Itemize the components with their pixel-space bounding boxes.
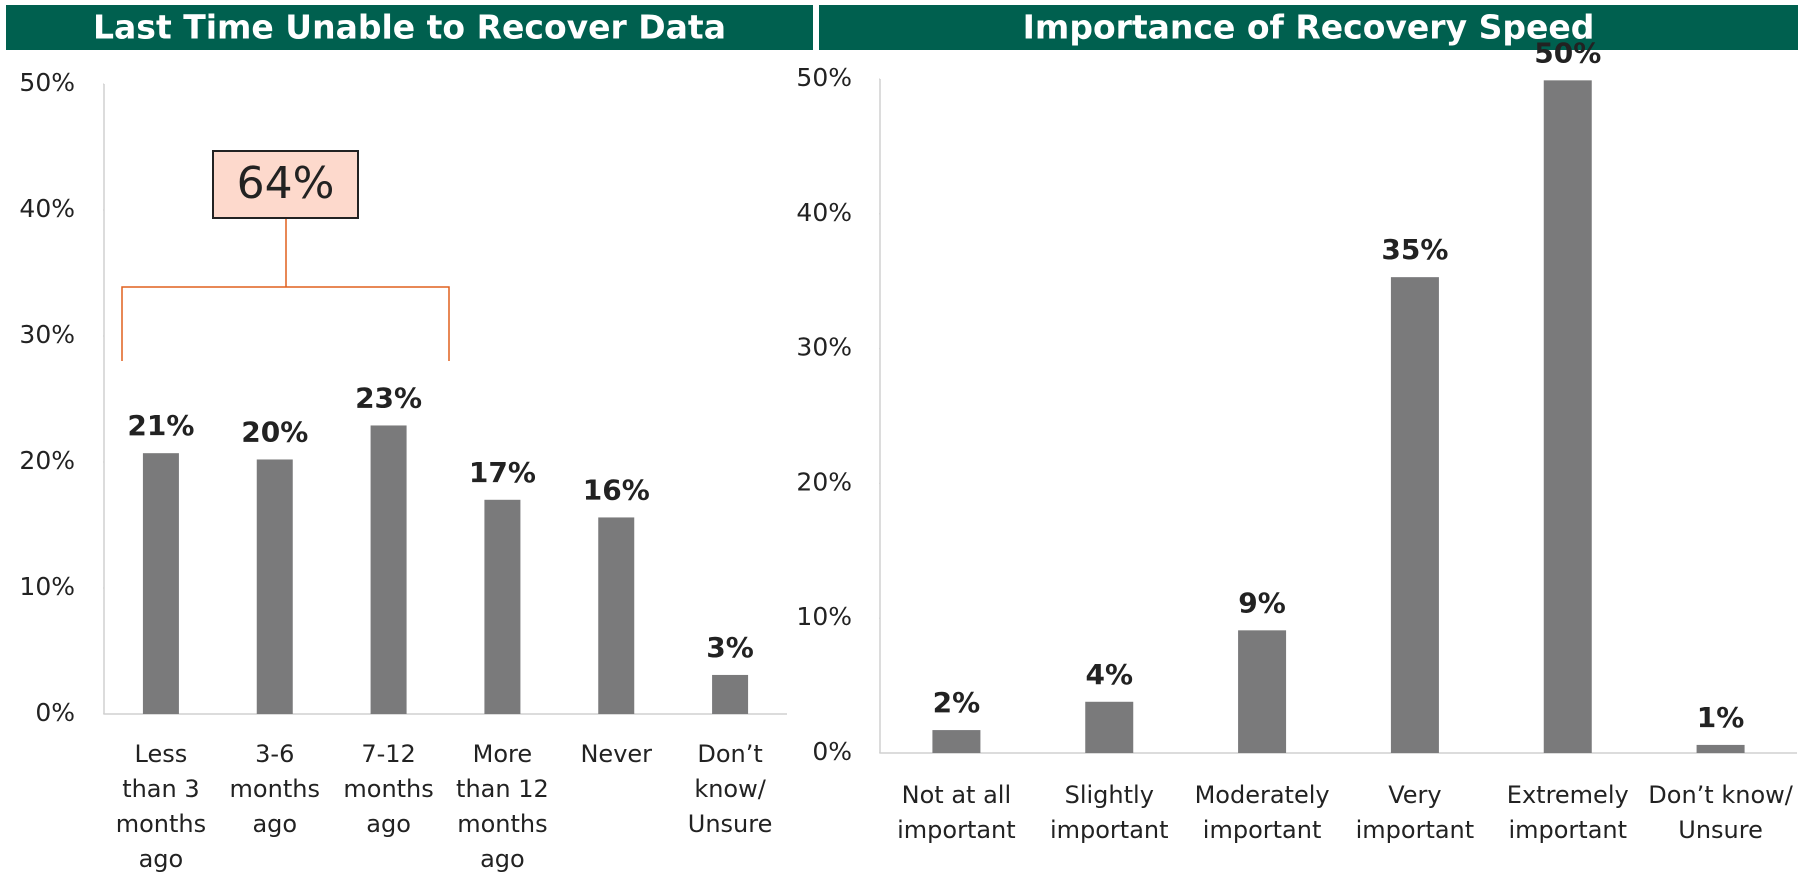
- chart-title: Importance of Recovery Speed: [1023, 8, 1595, 47]
- x-tick-label: Moderately important: [1194, 781, 1330, 844]
- bar: [1543, 80, 1592, 753]
- y-tick-label: 50%: [19, 68, 75, 97]
- x-tick-label: Less than 3 months ago: [115, 740, 207, 873]
- bar: [142, 453, 179, 714]
- chart-title: Last Time Unable to Recover Data: [93, 8, 726, 47]
- bar: [1390, 277, 1439, 753]
- x-tick-label: More than 12 months ago: [456, 740, 549, 873]
- y-tick-label: 30%: [796, 333, 852, 362]
- x-tick-label: 7-12 months ago: [343, 740, 434, 838]
- x-tick-label: Don’t know/ Unsure: [1648, 781, 1793, 844]
- data-label: 50%: [1534, 36, 1601, 69]
- y-tick-label: 10%: [19, 572, 75, 601]
- title-bar: [819, 5, 1798, 50]
- bar: [1238, 630, 1287, 753]
- data-label: 23%: [355, 381, 422, 414]
- annotation: 64%: [237, 158, 335, 209]
- bar: [1085, 701, 1134, 753]
- x-tick-label: Don’t know/ Unsure: [687, 740, 773, 838]
- bar: [484, 499, 521, 714]
- data-label: 17%: [469, 456, 536, 489]
- data-label: 2%: [933, 686, 981, 719]
- y-tick-label: 50%: [796, 63, 852, 92]
- data-label: 3%: [706, 631, 754, 664]
- y-tick-label: 10%: [796, 602, 852, 631]
- y-tick-label: 30%: [19, 320, 75, 349]
- bar: [256, 459, 293, 714]
- x-tick-label: Very important: [1355, 781, 1475, 844]
- y-tick-label: 20%: [796, 467, 852, 496]
- bar: [712, 674, 749, 714]
- title-bar: [6, 5, 813, 50]
- data-label: 4%: [1085, 658, 1133, 691]
- data-label: 16%: [583, 473, 650, 506]
- data-label: 21%: [127, 409, 194, 442]
- data-label: 9%: [1238, 586, 1286, 619]
- x-tick-label: Not at all important: [897, 781, 1016, 844]
- y-tick-label: 40%: [19, 194, 75, 223]
- y-tick-label: 40%: [796, 198, 852, 227]
- data-label: 1%: [1697, 701, 1745, 734]
- x-tick-label: 3-6 months ago: [229, 740, 320, 838]
- y-tick-label: 0%: [812, 737, 852, 766]
- data-label: 35%: [1381, 233, 1448, 266]
- bar: [370, 425, 407, 714]
- y-tick-label: 0%: [35, 698, 75, 727]
- bar: [1696, 744, 1745, 753]
- bracket: [121, 218, 450, 361]
- data-label: 20%: [241, 415, 308, 448]
- y-tick-label: 20%: [19, 446, 75, 475]
- x-tick-label: Slightly important: [1049, 781, 1169, 844]
- bar: [932, 730, 981, 753]
- annotation-box: [212, 150, 359, 219]
- x-tick-label: Extremely important: [1506, 781, 1629, 844]
- x-tick-label: Never: [580, 740, 653, 768]
- bar: [598, 517, 635, 714]
